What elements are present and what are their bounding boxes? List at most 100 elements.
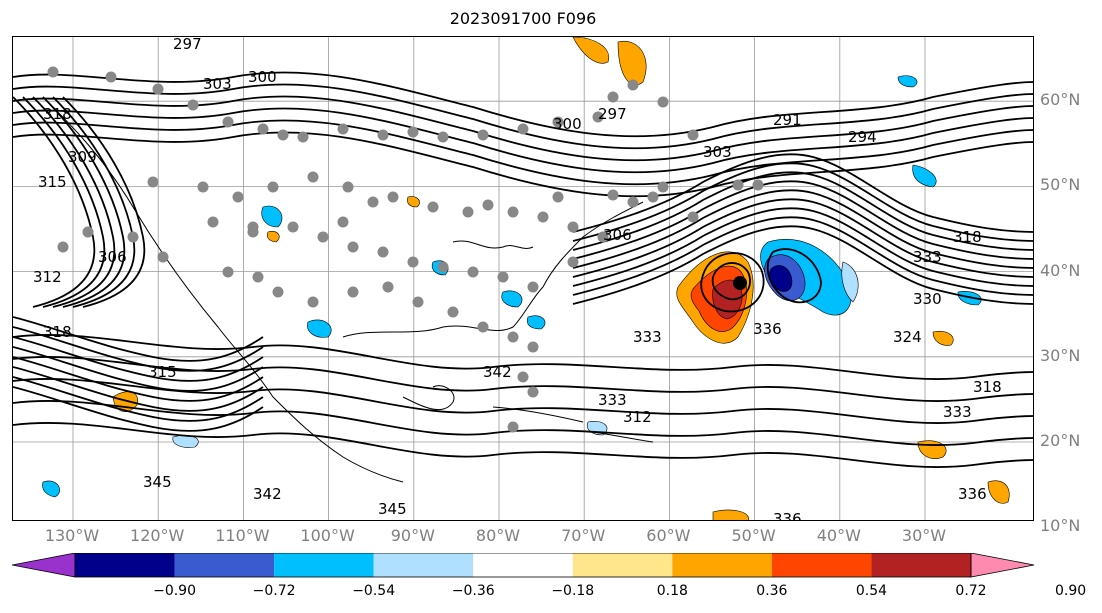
- station-dot: [407, 256, 419, 268]
- contour-line: [32, 96, 116, 308]
- station-dot: [247, 226, 259, 238]
- anomaly-region: [912, 164, 937, 188]
- colorbar-tick-label: 0.36: [756, 583, 788, 599]
- anomaly-region: [261, 205, 283, 228]
- station-dot: [337, 123, 349, 135]
- contour-label: 345: [378, 500, 407, 518]
- yucatan: [402, 385, 455, 411]
- colorbar-segment: [672, 553, 772, 577]
- colorbar-extend-low: [12, 553, 76, 578]
- station-dot: [462, 206, 474, 218]
- station-dot: [657, 96, 669, 108]
- anomaly-region: [897, 75, 918, 88]
- station-dot: [732, 179, 744, 191]
- contour-label: 303: [203, 75, 232, 93]
- lon-label: 100°W: [300, 526, 355, 545]
- station-dot: [497, 271, 509, 283]
- station-dot: [342, 181, 354, 193]
- anomaly-region: [266, 231, 280, 243]
- colorbar-segment: [174, 553, 275, 577]
- station-dot: [297, 131, 309, 143]
- contour-line: [13, 96, 96, 308]
- contour-label: 330: [913, 290, 942, 308]
- contour-label: 315: [148, 363, 177, 381]
- contour-label: 291: [773, 111, 802, 129]
- lat-label: 40°N: [1040, 260, 1081, 280]
- contour-label: 297: [173, 37, 202, 53]
- lon-label: 30°W: [901, 526, 947, 545]
- anomaly-region: [712, 509, 750, 520]
- contour-label: 345: [143, 473, 172, 491]
- anomaly-region: [987, 480, 1010, 504]
- station-dot: [257, 123, 269, 135]
- contour-label: 333: [598, 391, 627, 409]
- colorbar-tick-label: −0.72: [252, 583, 296, 599]
- station-dot: [647, 191, 659, 203]
- contour-label: 336: [773, 510, 802, 521]
- lat-label: 60°N: [1040, 90, 1081, 110]
- great-lakes: [452, 240, 534, 249]
- colorbar-tick-label: 0.90: [1054, 583, 1087, 599]
- contour-line: [22, 96, 106, 308]
- lon-label: 60°W: [646, 526, 691, 545]
- station-dot: [687, 211, 699, 223]
- contour-label: 318: [43, 105, 72, 123]
- colorbar-tick-label: 0.72: [955, 583, 987, 599]
- station-dot: [552, 191, 564, 203]
- station-dot: [412, 296, 424, 308]
- station-dot: [687, 129, 699, 141]
- colorbar-tick-label: 0.18: [656, 583, 688, 599]
- colorbar-segment: [871, 553, 971, 577]
- colorbar-segment: [473, 553, 573, 577]
- colorbar-segment: [75, 553, 175, 577]
- map-title: 2023091700 F096: [449, 9, 597, 28]
- station-dot: [252, 271, 264, 283]
- contour-label: 300: [553, 115, 582, 133]
- station-dot: [347, 286, 359, 298]
- contour-line: [572, 216, 1033, 296]
- station-dot: [222, 266, 234, 278]
- contour-line: [13, 334, 1033, 380]
- station-dot: [657, 181, 669, 193]
- map-panel: 297 303 300 318 309 315 306 312 318 315 345 342 345 3…: [12, 36, 1034, 521]
- lon-label: 70°W: [561, 526, 606, 545]
- lon-label: 120°W: [130, 526, 185, 545]
- station-dot: [527, 386, 539, 398]
- station-dot: [317, 231, 329, 243]
- contour-line: [700, 252, 765, 313]
- colorbar-segment: [373, 553, 474, 577]
- contour-line: [572, 153, 1033, 233]
- anomaly-region: [501, 290, 523, 308]
- station-dot: [752, 179, 764, 191]
- gulf-coast: [342, 286, 544, 338]
- low-center-marker: [733, 276, 747, 290]
- contour-line: [13, 356, 264, 402]
- contour-line: [13, 316, 264, 362]
- contour-line: [13, 346, 264, 392]
- station-dot: [507, 206, 519, 218]
- colorbar-segment: [274, 553, 374, 577]
- station-dot: [277, 129, 289, 141]
- contour-label: 312: [623, 408, 652, 426]
- station-dot: [517, 123, 529, 135]
- contour-label: 318: [43, 323, 72, 341]
- station-dots: [47, 66, 764, 433]
- station-dot: [272, 286, 284, 298]
- contour-label: 312: [33, 268, 62, 286]
- station-dot: [157, 251, 169, 263]
- station-dot: [592, 111, 604, 123]
- contour-line: [13, 376, 264, 422]
- contour-label: 333: [943, 403, 972, 421]
- contour-label: 306: [603, 226, 632, 244]
- station-dot: [437, 261, 449, 273]
- station-dot: [377, 246, 389, 258]
- station-dot: [367, 196, 379, 208]
- contour-label: 303: [703, 143, 732, 161]
- station-dot: [552, 116, 564, 128]
- contour-label: 333: [633, 328, 662, 346]
- anomaly-region: [917, 440, 947, 459]
- contour-line: [13, 336, 264, 382]
- contour-label: 336: [753, 320, 782, 338]
